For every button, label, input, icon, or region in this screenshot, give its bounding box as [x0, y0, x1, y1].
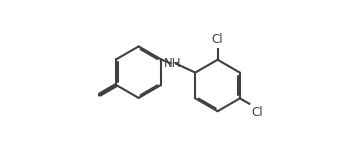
Text: Cl: Cl [251, 106, 262, 119]
Text: NH: NH [164, 57, 182, 71]
Text: Cl: Cl [212, 33, 223, 46]
